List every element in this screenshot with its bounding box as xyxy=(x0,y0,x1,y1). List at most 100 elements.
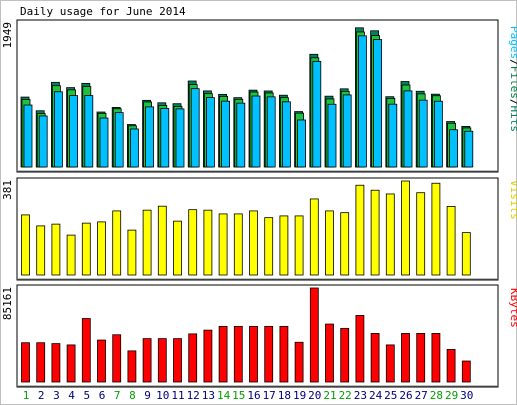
x-tick-day-8: 8 xyxy=(129,389,136,402)
bar-kbytes-day-15 xyxy=(233,325,243,383)
bar-kbytes-day-11 xyxy=(173,338,182,383)
bar-kbytes-day-10 xyxy=(157,338,167,383)
bar-pages-day-17 xyxy=(266,96,276,168)
bar-visits-day-10 xyxy=(157,205,167,276)
bar-pages-day-30 xyxy=(464,130,474,168)
x-tick-day-20: 20 xyxy=(308,389,321,402)
bar-kbytes-day-18 xyxy=(279,325,289,383)
bar-kbytes-day-29 xyxy=(446,349,456,383)
x-tick-day-16: 16 xyxy=(247,389,260,402)
chart-title: Daily usage for June 2014 xyxy=(20,5,186,18)
bar-kbytes-day-30 xyxy=(461,360,471,383)
ylabel-part-3: / xyxy=(508,99,517,106)
bar-kbytes-day-23 xyxy=(355,315,365,383)
bar-visits-day-30 xyxy=(461,232,471,276)
bar-visits-day-18 xyxy=(279,215,289,276)
x-tick-day-24: 24 xyxy=(369,389,383,402)
bar-pages-day-21 xyxy=(327,103,337,168)
bar-kbytes-day-14 xyxy=(218,325,228,383)
bar-kbytes-day-1 xyxy=(21,342,30,383)
x-tick-day-21: 21 xyxy=(323,389,336,402)
bar-visits-day-29 xyxy=(446,206,456,276)
bar-pages-day-16 xyxy=(251,95,261,168)
x-tick-day-5: 5 xyxy=(83,389,90,402)
bar-pages-day-2 xyxy=(38,115,48,168)
bar-kbytes-day-8 xyxy=(127,350,137,383)
bar-visits-day-23 xyxy=(355,184,365,276)
x-tick-day-2: 2 xyxy=(38,389,45,402)
x-tick-day-22: 22 xyxy=(339,389,352,402)
bar-pages-day-24 xyxy=(373,39,383,168)
bar-pages-day-22 xyxy=(342,94,352,168)
bar-visits-day-22 xyxy=(340,212,350,276)
bar-visits-day-12 xyxy=(188,209,198,276)
bar-kbytes-day-4 xyxy=(66,344,76,383)
bar-pages-day-29 xyxy=(449,129,459,168)
bar-visits-day-24 xyxy=(370,189,380,276)
bar-pages-day-27 xyxy=(418,99,428,168)
y-top-label-kbytes: 85161 xyxy=(1,287,14,320)
x-tick-day-4: 4 xyxy=(68,389,75,402)
bar-visits-day-21 xyxy=(325,210,334,276)
bar-visits-day-13 xyxy=(203,209,213,276)
x-tick-day-3: 3 xyxy=(53,389,60,402)
bar-pages-day-18 xyxy=(281,101,291,168)
bar-kbytes-day-21 xyxy=(325,323,334,383)
bar-kbytes-day-13 xyxy=(203,329,213,383)
bar-pages-day-20 xyxy=(312,60,322,168)
bar-pages-day-9 xyxy=(145,106,155,168)
bar-visits-day-16 xyxy=(249,210,258,276)
bar-visits-day-6 xyxy=(97,221,106,276)
bar-visits-day-7 xyxy=(112,210,122,276)
bar-visits-day-14 xyxy=(218,213,228,276)
x-tick-day-25: 25 xyxy=(384,389,397,402)
bar-kbytes-day-19 xyxy=(294,341,304,383)
bar-kbytes-day-2 xyxy=(36,342,46,383)
bar-visits-day-19 xyxy=(294,215,304,276)
x-tick-day-17: 17 xyxy=(263,389,276,402)
x-tick-day-18: 18 xyxy=(278,389,291,402)
bar-kbytes-day-12 xyxy=(188,333,198,383)
ylabel-part-2: Files xyxy=(508,66,517,99)
x-tick-day-19: 19 xyxy=(293,389,306,402)
bar-pages-day-7 xyxy=(114,112,124,168)
bar-kbytes-day-3 xyxy=(51,343,61,383)
bar-kbytes-day-9 xyxy=(142,338,152,383)
bar-pages-day-15 xyxy=(236,102,246,168)
bar-kbytes-day-24 xyxy=(370,333,380,383)
ylabel-part-1: / xyxy=(508,59,517,66)
x-tick-day-12: 12 xyxy=(187,389,200,402)
bar-visits-day-1 xyxy=(21,214,30,276)
bar-pages-day-14 xyxy=(221,100,231,168)
bar-pages-day-13 xyxy=(205,97,215,168)
bar-visits-day-20 xyxy=(309,198,319,276)
ylabel-hits-panel: Pages/Files/Hits xyxy=(508,26,517,132)
bar-kbytes-day-27 xyxy=(416,333,426,383)
bar-visits-day-27 xyxy=(416,192,426,276)
x-tick-day-29: 29 xyxy=(445,389,458,402)
bar-kbytes-day-25 xyxy=(385,344,395,383)
y-top-label-hits: 1949 xyxy=(1,22,14,49)
x-tick-day-6: 6 xyxy=(99,389,106,402)
x-tick-day-26: 26 xyxy=(399,389,412,402)
bar-visits-day-4 xyxy=(66,234,76,276)
bar-kbytes-day-28 xyxy=(431,333,441,383)
bar-visits-day-15 xyxy=(233,213,243,276)
x-tick-day-14: 14 xyxy=(217,389,231,402)
bar-visits-day-2 xyxy=(36,225,46,276)
x-tick-day-9: 9 xyxy=(144,389,151,402)
bar-kbytes-day-26 xyxy=(401,333,410,383)
bar-pages-day-12 xyxy=(190,88,200,168)
bar-pages-day-1 xyxy=(23,104,33,168)
x-tick-day-23: 23 xyxy=(354,389,367,402)
bar-pages-day-25 xyxy=(388,103,398,168)
x-tick-day-28: 28 xyxy=(430,389,443,402)
bar-visits-day-8 xyxy=(127,229,137,276)
x-tick-day-27: 27 xyxy=(415,389,428,402)
bar-visits-day-26 xyxy=(401,180,410,276)
bar-pages-day-26 xyxy=(403,90,413,168)
ylabel-visits: Visits xyxy=(508,180,517,220)
bar-pages-day-11 xyxy=(175,108,185,168)
bar-kbytes-day-5 xyxy=(81,318,91,383)
bar-kbytes-day-17 xyxy=(264,325,274,383)
